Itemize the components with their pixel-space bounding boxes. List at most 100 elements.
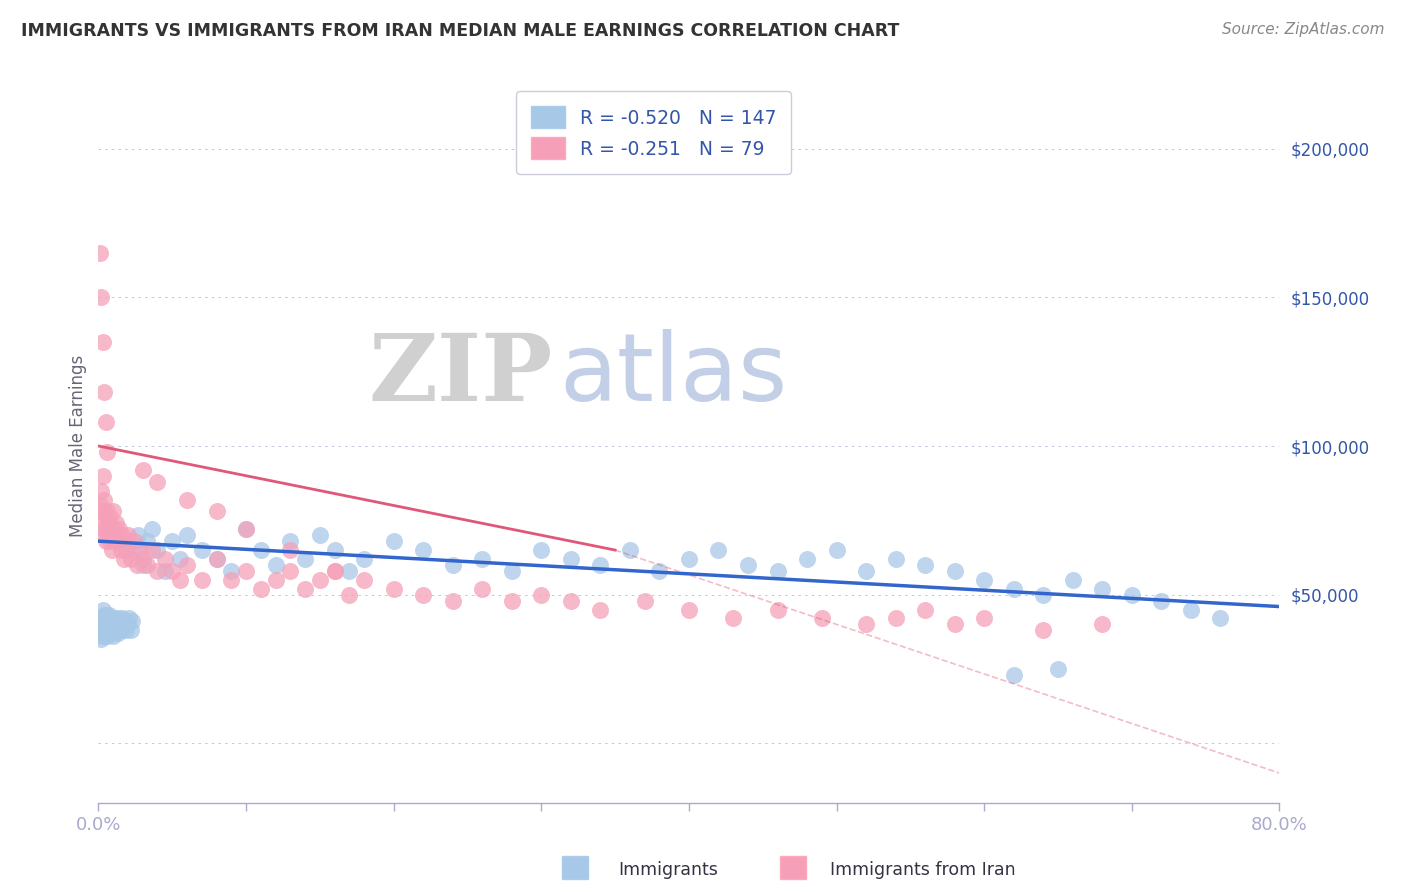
Point — [412, 543, 434, 558]
Point — [339, 588, 361, 602]
Point — [136, 534, 159, 549]
Point — [111, 528, 134, 542]
Point — [382, 534, 405, 549]
Point — [943, 564, 966, 578]
Point — [105, 624, 128, 638]
Point — [94, 615, 117, 629]
Point — [136, 558, 159, 572]
Point — [176, 492, 198, 507]
Point — [90, 513, 112, 527]
Point — [115, 543, 138, 558]
Point — [107, 611, 129, 625]
Point — [93, 522, 115, 536]
Point — [122, 534, 145, 549]
Point — [235, 522, 257, 536]
Point — [825, 543, 848, 558]
Point — [103, 611, 125, 625]
Point — [94, 620, 117, 634]
Point — [191, 543, 214, 558]
Point — [98, 510, 121, 524]
Point — [110, 617, 132, 632]
Point — [221, 573, 243, 587]
Point — [105, 617, 128, 632]
Point — [128, 543, 150, 558]
Point — [619, 543, 641, 558]
Point — [93, 624, 115, 638]
Point — [943, 617, 966, 632]
Point — [294, 552, 316, 566]
Point — [93, 629, 115, 643]
Point — [471, 552, 494, 566]
Point — [1180, 602, 1202, 616]
Point — [94, 608, 117, 623]
Point — [132, 552, 155, 566]
Text: ZIP: ZIP — [368, 330, 553, 419]
Point — [810, 611, 832, 625]
Point — [914, 602, 936, 616]
Point — [280, 534, 302, 549]
Point — [100, 620, 122, 634]
Point — [93, 611, 115, 625]
Point — [107, 534, 129, 549]
Point — [412, 588, 434, 602]
Point — [96, 629, 118, 643]
Point — [98, 611, 121, 625]
Point — [723, 611, 745, 625]
Point — [132, 558, 155, 572]
Point — [104, 620, 127, 634]
Point — [530, 588, 553, 602]
Point — [89, 499, 111, 513]
Point — [471, 582, 494, 596]
Point — [97, 608, 120, 623]
Point — [93, 617, 115, 632]
Point — [146, 475, 169, 489]
Point — [169, 552, 191, 566]
Point — [280, 564, 302, 578]
Point — [1002, 668, 1025, 682]
Point — [1091, 582, 1114, 596]
Point — [914, 558, 936, 572]
Point — [110, 543, 132, 558]
Point — [191, 573, 214, 587]
Point — [103, 617, 125, 632]
Point — [323, 543, 346, 558]
Point — [100, 543, 122, 558]
Point — [766, 602, 789, 616]
Point — [93, 385, 115, 400]
Point — [560, 593, 582, 607]
Point — [235, 522, 257, 536]
Point — [294, 582, 316, 596]
Point — [530, 543, 553, 558]
Point — [96, 504, 118, 518]
Point — [707, 543, 730, 558]
Point — [1032, 624, 1054, 638]
Point — [766, 564, 789, 578]
Point — [560, 552, 582, 566]
Point — [103, 522, 125, 536]
Point — [309, 528, 332, 542]
Point — [110, 624, 132, 638]
Point — [89, 245, 111, 260]
Point — [973, 611, 995, 625]
Point — [112, 620, 135, 634]
Point — [264, 558, 287, 572]
Point — [91, 528, 114, 542]
Point — [105, 516, 128, 531]
Point — [1150, 593, 1173, 607]
Point — [100, 615, 122, 629]
Point — [1032, 588, 1054, 602]
Point — [634, 593, 657, 607]
Point — [353, 573, 375, 587]
Point — [114, 534, 136, 549]
Point — [176, 528, 198, 542]
Text: atlas: atlas — [560, 328, 787, 421]
Point — [91, 334, 114, 349]
Point — [115, 624, 138, 638]
Point — [98, 617, 121, 632]
Point — [91, 626, 114, 640]
Point — [114, 615, 136, 629]
Point — [98, 624, 121, 638]
Point — [648, 564, 671, 578]
Point — [108, 620, 131, 634]
Point — [250, 582, 273, 596]
